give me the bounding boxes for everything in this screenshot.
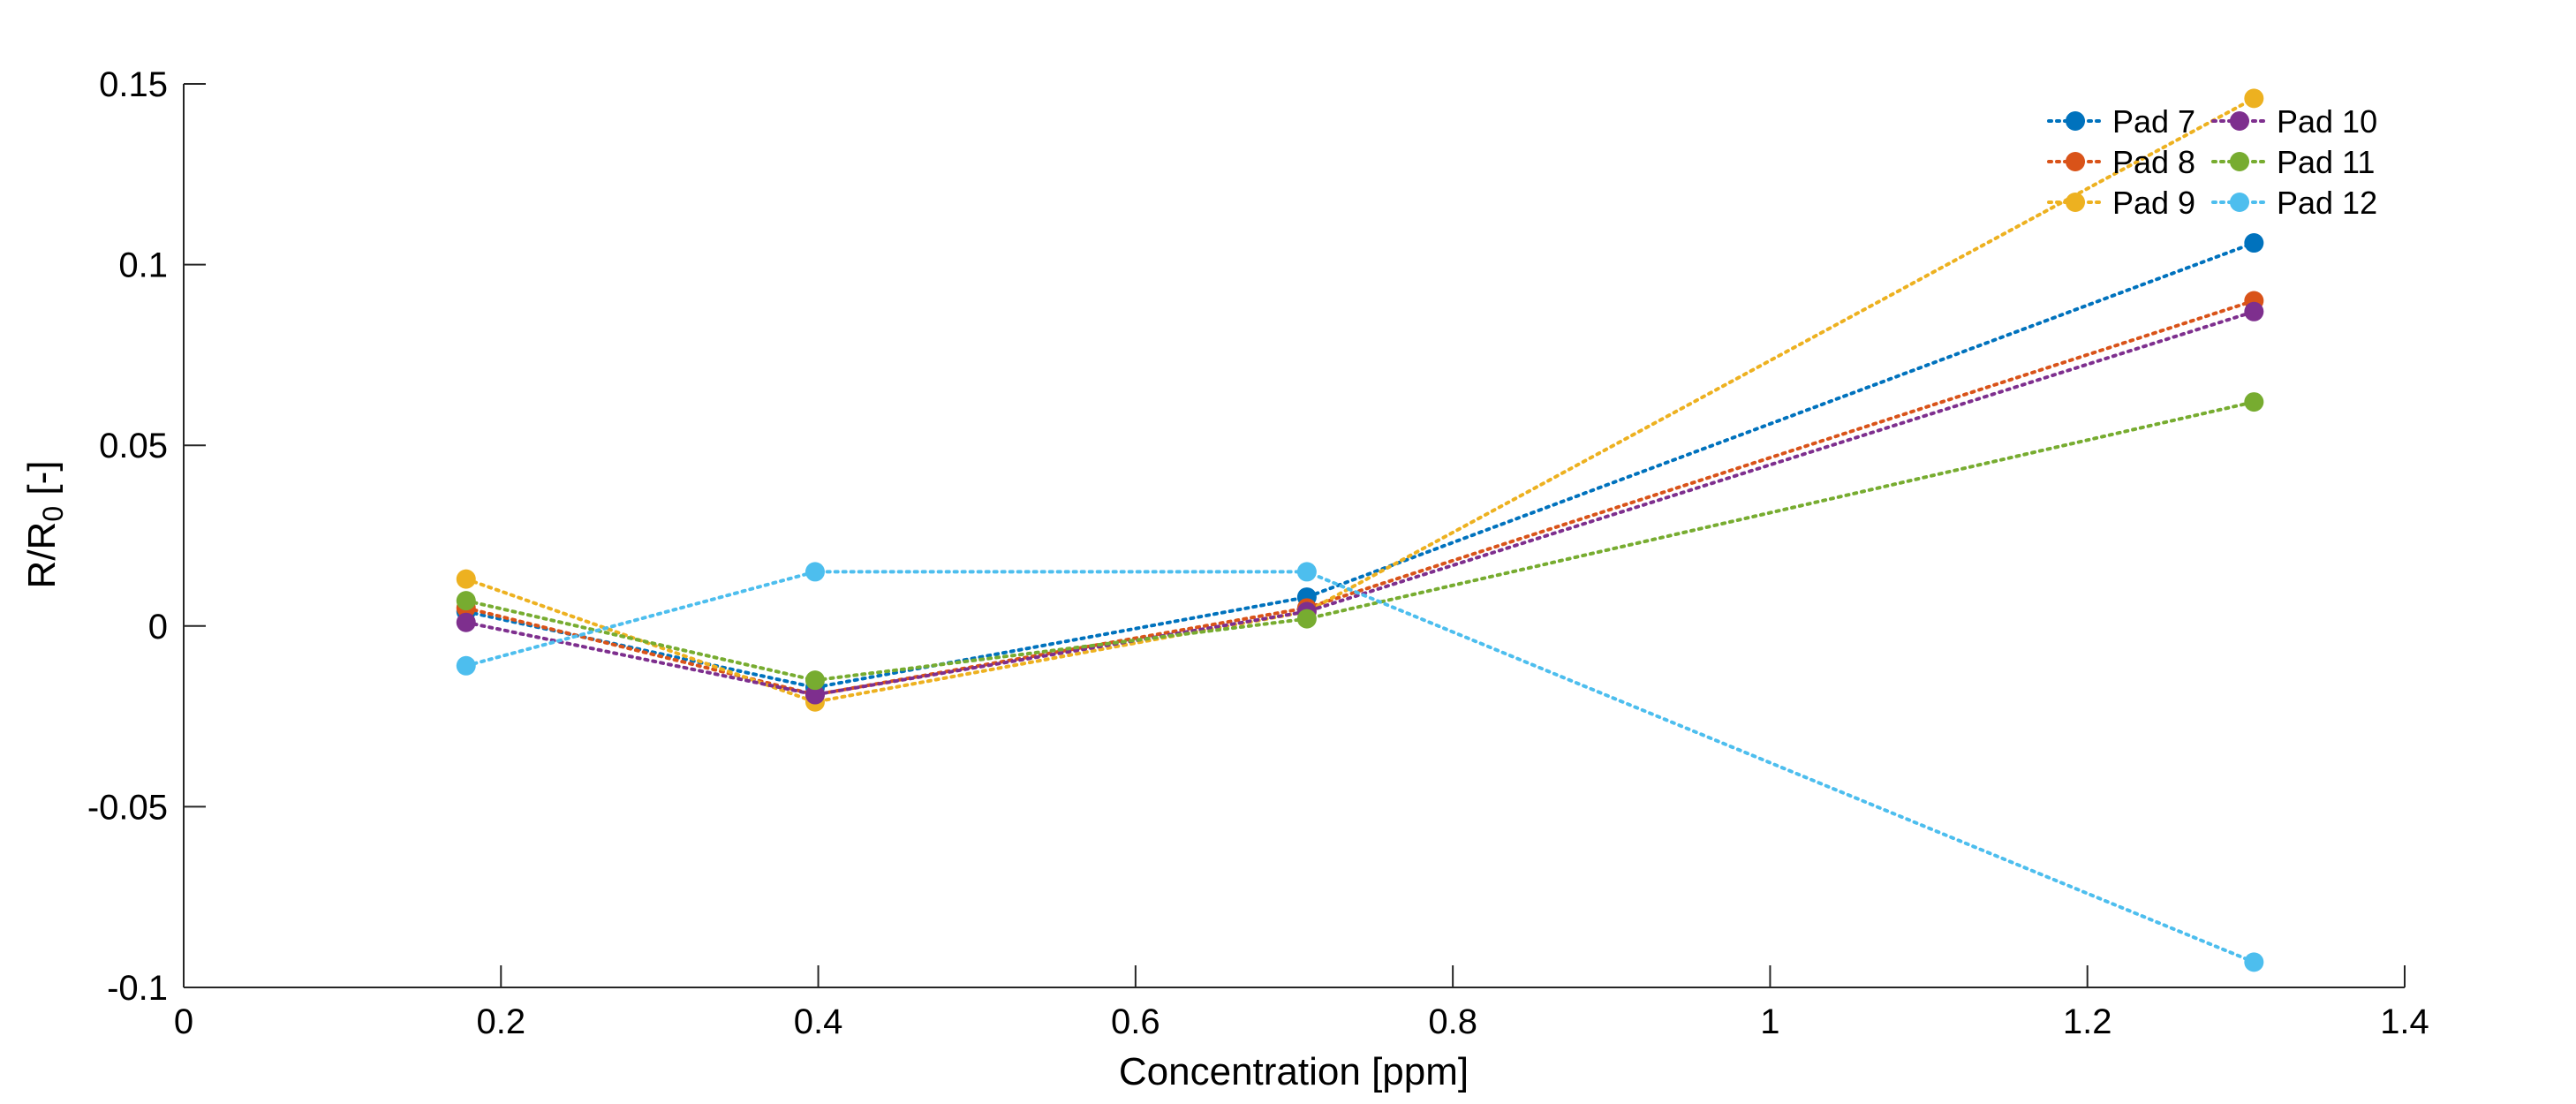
y-tick-label: 0.15 <box>99 65 168 104</box>
legend-marker <box>2230 152 2249 171</box>
series-line <box>464 96 2256 704</box>
series-pad-11 <box>456 392 2264 691</box>
data-point <box>805 562 825 582</box>
series-line <box>464 570 2256 964</box>
y-axis-label-base: R/R <box>20 522 64 589</box>
series-pad-9 <box>456 88 2264 712</box>
legend-item: Pad 10 <box>2211 103 2377 140</box>
legend-marker <box>2230 111 2249 131</box>
legend-label: Pad 8 <box>2112 144 2195 180</box>
data-point <box>456 591 476 611</box>
legend: Pad 7 Pad 8 Pad 9 Pad 10 Pad 11 Pad 12 <box>2047 103 2377 221</box>
legend-item: Pad 9 <box>2047 185 2195 221</box>
series-line <box>464 309 2256 697</box>
legend-label: Pad 7 <box>2112 103 2195 140</box>
legend-label: Pad 9 <box>2112 185 2195 221</box>
x-tick-label: 0.2 <box>476 1002 525 1041</box>
axis-labels: Concentration [ppm] R/R0 [-] <box>20 461 1469 1093</box>
series-pad-8 <box>456 291 2264 705</box>
data-point <box>456 612 476 632</box>
legend-label: Pad 11 <box>2277 144 2375 180</box>
y-axis-label-unit: [-] <box>20 461 64 506</box>
x-tick-label: 1 <box>1760 1002 1779 1041</box>
legend-marker <box>2066 152 2085 171</box>
data-point <box>2244 88 2264 109</box>
series-line <box>464 241 2256 690</box>
data-point <box>456 655 476 676</box>
legend-item: Pad 12 <box>2211 185 2377 221</box>
y-tick-label: 0 <box>148 608 168 647</box>
legend-marker <box>2066 193 2085 212</box>
series-pad-7 <box>456 233 2264 698</box>
series-pad-10 <box>456 301 2264 705</box>
y-axis-label: R/R0 [-] <box>20 461 69 589</box>
y-tick-label: -0.1 <box>107 969 168 1008</box>
legend-label: Pad 12 <box>2277 185 2377 221</box>
data-point <box>2244 233 2264 253</box>
y-axis-label-subscript: 0 <box>37 506 69 522</box>
legend-marker <box>2230 193 2249 212</box>
axes: 0 0.2 0.4 0.6 0.8 1 1.2 1.4 -0.1 -0.05 0 0.05 0.1 0.1… <box>87 65 2429 1041</box>
y-tick-label: 0.05 <box>99 427 168 465</box>
legend-item: Pad 11 <box>2211 144 2375 180</box>
data-point <box>805 670 825 691</box>
legend-label: Pad 10 <box>2277 103 2377 140</box>
data-point <box>456 569 476 589</box>
x-axis-label: Concentration [ppm] <box>1119 1050 1469 1093</box>
x-tick-label: 1.2 <box>2063 1002 2112 1041</box>
data-point <box>1296 609 1317 629</box>
legend-marker <box>2066 111 2085 131</box>
x-tick-label: 0 <box>174 1002 193 1041</box>
series-layer <box>456 88 2264 972</box>
x-tick-label: 0.4 <box>794 1002 843 1041</box>
y-tick-label: 0.1 <box>118 246 168 285</box>
y-tick-label: -0.05 <box>87 788 168 827</box>
x-tick-label: 0.8 <box>1428 1002 1477 1041</box>
data-point <box>2244 952 2264 972</box>
data-point <box>2244 392 2264 412</box>
x-tick-label: 0.6 <box>1111 1002 1160 1041</box>
series-line <box>464 299 2256 697</box>
data-point <box>1296 562 1317 582</box>
legend-item: Pad 8 <box>2047 144 2195 180</box>
data-point <box>805 684 825 705</box>
series-pad-12 <box>456 562 2264 972</box>
series-line <box>464 400 2256 683</box>
data-point <box>2244 301 2264 321</box>
legend-item: Pad 7 <box>2047 103 2195 140</box>
x-tick-label: 1.4 <box>2380 1002 2429 1041</box>
